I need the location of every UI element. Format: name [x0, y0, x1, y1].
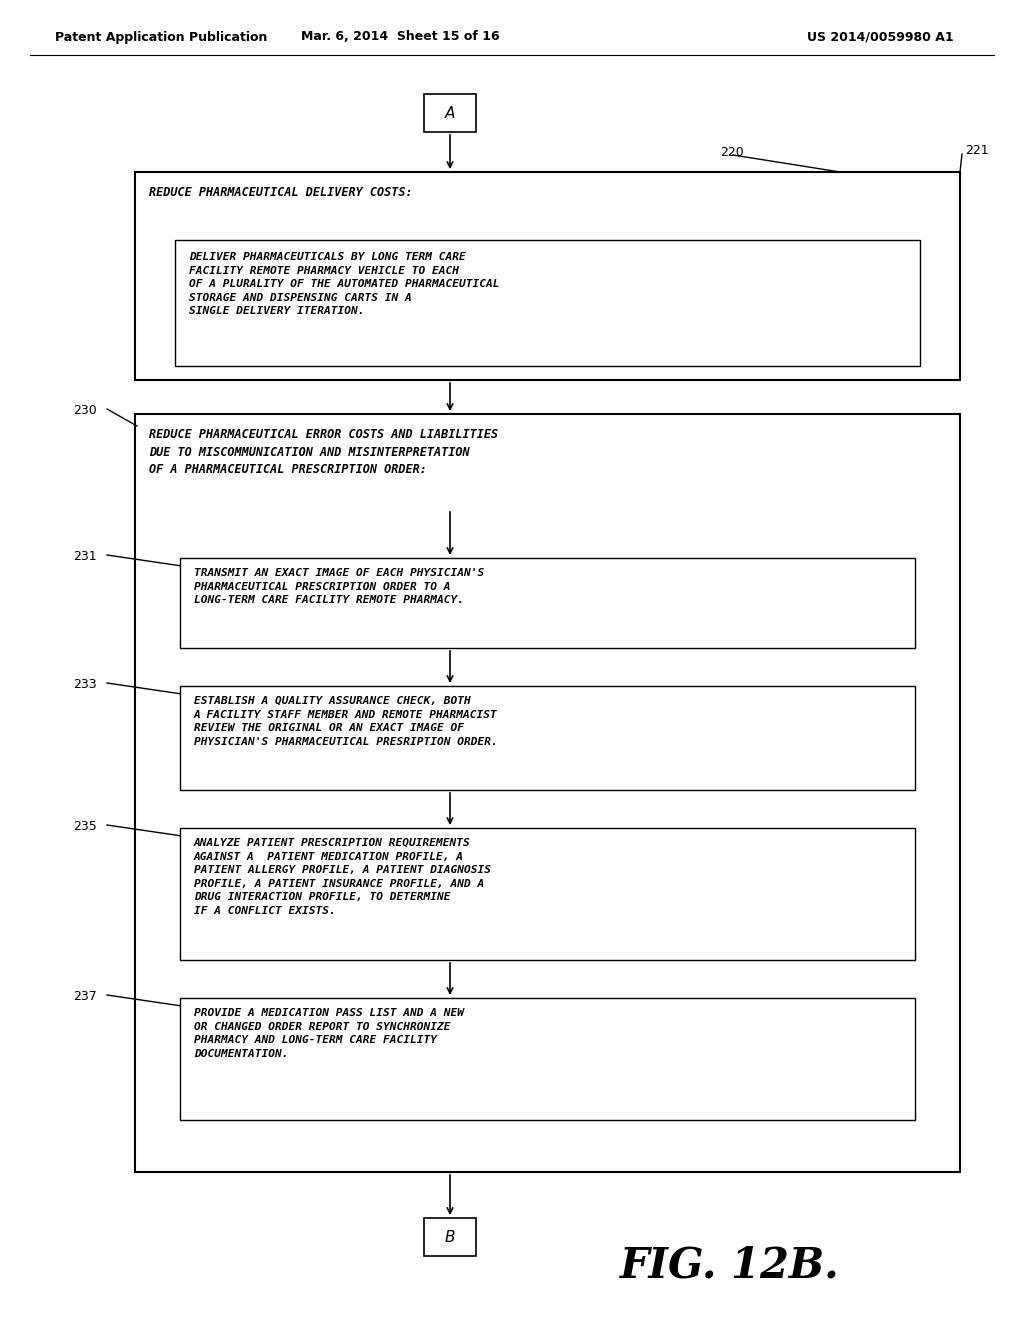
Text: ESTABLISH A QUALITY ASSURANCE CHECK, BOTH
A FACILITY STAFF MEMBER AND REMOTE PHA: ESTABLISH A QUALITY ASSURANCE CHECK, BOT…: [194, 696, 498, 747]
Bar: [180, 686, 915, 789]
Bar: [424, 94, 476, 132]
Text: REDUCE PHARMACEUTICAL DELIVERY COSTS:: REDUCE PHARMACEUTICAL DELIVERY COSTS:: [150, 186, 413, 199]
Text: Patent Application Publication: Patent Application Publication: [55, 30, 267, 44]
Bar: [175, 240, 920, 366]
Text: ANALYZE PATIENT PRESCRIPTION REQUIREMENTS
AGAINST A  PATIENT MEDICATION PROFILE,: ANALYZE PATIENT PRESCRIPTION REQUIREMENT…: [194, 838, 490, 916]
Text: B: B: [444, 1229, 456, 1245]
Text: TRANSMIT AN EXACT IMAGE OF EACH PHYSICIAN'S
PHARMACEUTICAL PRESCRIPTION ORDER TO: TRANSMIT AN EXACT IMAGE OF EACH PHYSICIA…: [194, 568, 484, 605]
Text: 230: 230: [74, 404, 97, 417]
Text: DELIVER PHARMACEUTICALS BY LONG TERM CARE
FACILITY REMOTE PHARMACY VEHICLE TO EA: DELIVER PHARMACEUTICALS BY LONG TERM CAR…: [189, 252, 500, 317]
Text: A: A: [444, 106, 456, 120]
Bar: [135, 172, 961, 380]
Text: 220: 220: [720, 145, 743, 158]
Text: 231: 231: [74, 550, 97, 564]
Bar: [135, 414, 961, 1172]
Text: 233: 233: [74, 678, 97, 690]
Text: Mar. 6, 2014  Sheet 15 of 16: Mar. 6, 2014 Sheet 15 of 16: [301, 30, 500, 44]
Bar: [180, 558, 915, 648]
Text: 237: 237: [74, 990, 97, 1003]
Text: US 2014/0059980 A1: US 2014/0059980 A1: [807, 30, 953, 44]
Text: 221: 221: [965, 144, 988, 157]
Bar: [424, 1218, 476, 1257]
Bar: [180, 828, 915, 960]
Text: REDUCE PHARMACEUTICAL ERROR COSTS AND LIABILITIES
DUE TO MISCOMMUNICATION AND MI: REDUCE PHARMACEUTICAL ERROR COSTS AND LI…: [150, 428, 498, 477]
Text: FIG. 12B.: FIG. 12B.: [620, 1243, 840, 1286]
Text: 235: 235: [74, 820, 97, 833]
Text: PROVIDE A MEDICATION PASS LIST AND A NEW
OR CHANGED ORDER REPORT TO SYNCHRONIZE
: PROVIDE A MEDICATION PASS LIST AND A NEW…: [194, 1008, 464, 1059]
Bar: [180, 998, 915, 1119]
